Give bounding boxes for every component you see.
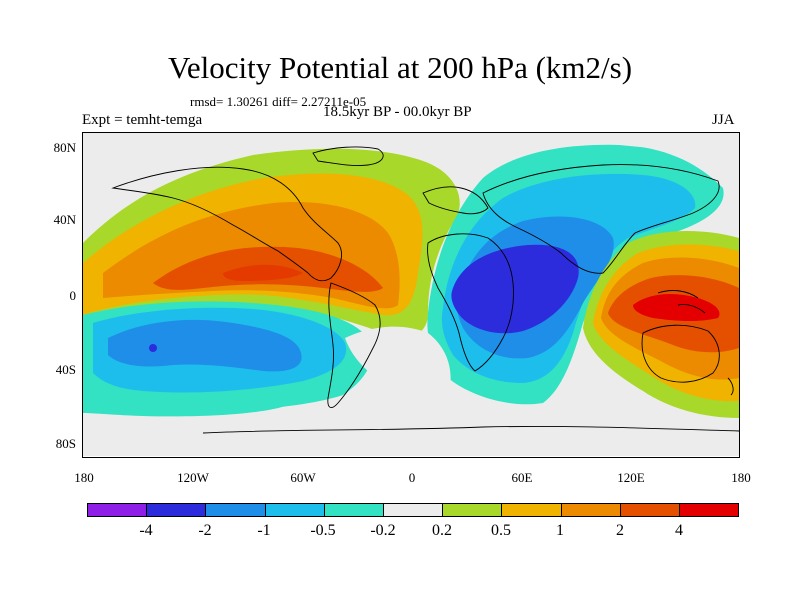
colorbar-label-6: 0.2: [432, 522, 452, 539]
colorbar-box-10: [620, 504, 680, 516]
colorbar-box-7: [443, 504, 503, 516]
lat-label-0: 0: [69, 288, 77, 303]
map-panel: [82, 132, 740, 458]
plot-title: Velocity Potential at 200 hPa (km2/s): [167, 50, 633, 85]
colorbar-box-2: [147, 504, 207, 516]
colorbar-box-5: [324, 504, 384, 516]
colorbar-box-3: [206, 504, 266, 516]
colorbar-box-1: [88, 504, 148, 516]
lat-label-80n: 80N: [53, 140, 76, 155]
colorbar-label-1: -4: [139, 522, 153, 539]
lat-label-40s: 40S: [55, 362, 76, 377]
season-label: JJA: [712, 112, 735, 128]
colorbar-label-10: 4: [675, 522, 683, 539]
lon-label-60e: 60E: [511, 470, 533, 485]
colorbar-label-5: -0.2: [370, 522, 396, 539]
colorbar-label-7: 0.5: [491, 522, 511, 539]
lon-label-0: 0: [408, 470, 416, 485]
lon-label-180w: 180: [74, 470, 94, 485]
lon-label-60w: 60W: [290, 470, 316, 485]
colorbar-box-6: [383, 504, 444, 516]
lon-label-180e: 180: [731, 470, 751, 485]
lat-label-80s: 80S: [55, 436, 76, 451]
colorbar-box-4: [265, 504, 325, 516]
negative-lobe-africa-indian: [427, 144, 724, 405]
negative-lobe-south-pacific: [83, 301, 372, 412]
neutral-antarctic-band: [83, 411, 739, 456]
colorbar-label-9: 2: [616, 522, 624, 539]
lat-label-40n: 40N: [53, 212, 76, 227]
colorbar-label-4: -0.5: [310, 522, 336, 539]
lon-label-120w: 120W: [177, 470, 209, 485]
positive-lobe-maritime-continent: [583, 231, 739, 418]
period-text: 18.5kyr BP - 00.0kyr BP: [323, 104, 472, 120]
colorbar-box-8: [502, 504, 562, 516]
colorbar-box-11: [679, 504, 739, 516]
colorbar-label-2: -2: [198, 522, 212, 539]
coastlines: [111, 146, 739, 434]
lon-label-120e: 120E: [617, 470, 645, 485]
experiment-label: Expt = temht-temga: [82, 112, 203, 128]
colorbar: [87, 503, 739, 517]
colorbar-box-9: [561, 504, 621, 516]
neutral-tongue-atlantic: [345, 326, 451, 399]
velocity-potential-map: [83, 133, 739, 456]
negative-band-south: [83, 398, 293, 417]
stats-text: rmsd= 1.30261 diff= 2.27211e-05: [190, 94, 367, 109]
positive-lobe-americas: [83, 148, 460, 337]
neutral-arctic-band: [83, 133, 739, 178]
colorbar-label-3: -1: [257, 522, 271, 539]
colorbar-label-8: 1: [556, 522, 564, 539]
